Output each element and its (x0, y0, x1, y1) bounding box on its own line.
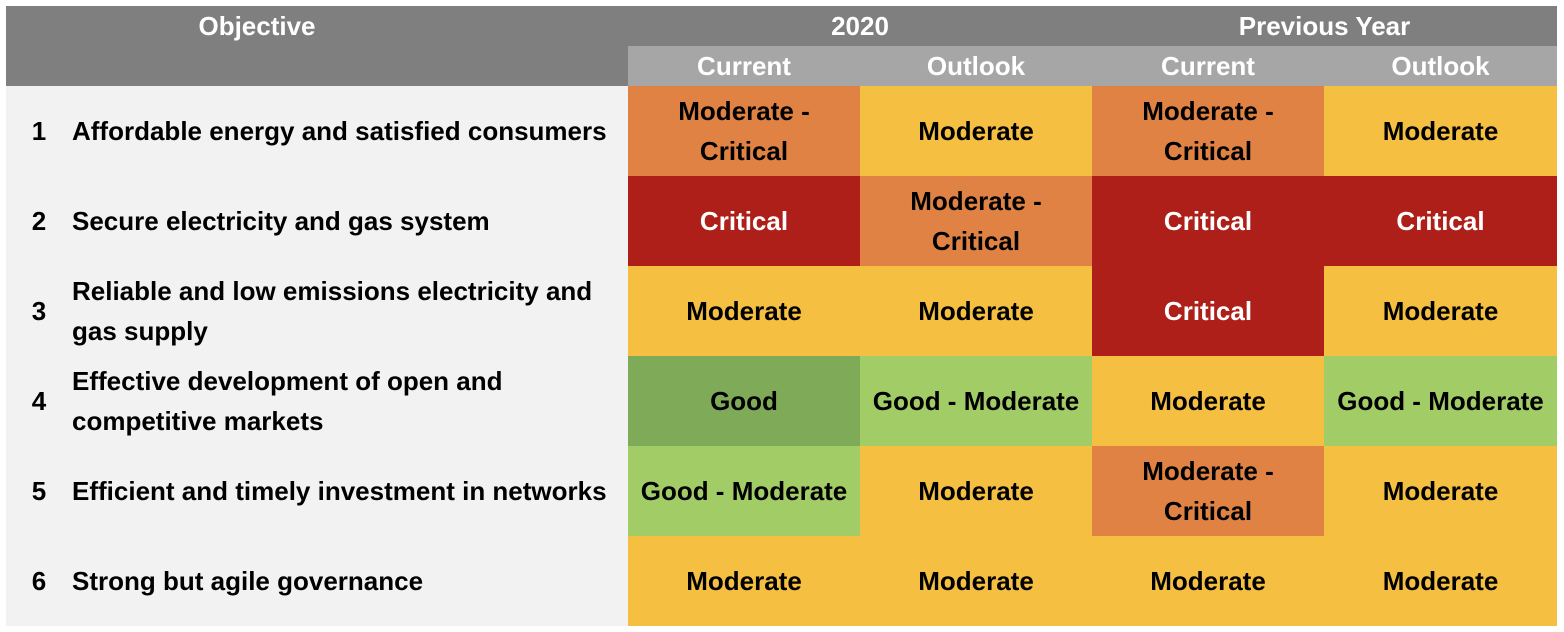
status-cell-2020-current: Good (628, 356, 860, 446)
status-cell-previous-outlook: Moderate (1324, 536, 1557, 626)
status-cell-previous-outlook: Moderate (1324, 86, 1557, 176)
table-row: 3 Reliable and low emissions electricity … (6, 266, 1557, 356)
status-cell-previous-outlook: Moderate (1324, 446, 1557, 536)
group-header-previous-year: Previous Year (1238, 10, 1411, 41)
group-header-2020: 2020 (831, 10, 889, 41)
subheader-2020-current: Current (628, 46, 860, 86)
objective-cell: 6 Strong but agile governance (6, 536, 628, 626)
objective-number: 2 (31, 205, 47, 236)
objective-header-spacer (6, 46, 628, 86)
objective-cell: 3 Reliable and low emissions electricity … (6, 266, 628, 356)
status-table: Objective 2020 Previous Year Current Out… (6, 6, 1557, 626)
status-cell-2020-current: Good - Moderate (628, 446, 860, 536)
status-cell-2020-current: Moderate - Critical (628, 86, 860, 176)
status-cell-previous-current: Moderate - Critical (1092, 86, 1324, 176)
status-cell-previous-current: Moderate - Critical (1092, 446, 1324, 536)
objective-text: Secure electricity and gas system (72, 206, 490, 236)
objective-text: Reliable and low emissions electricity a… (72, 276, 593, 346)
subheader-previous-current: Current (1092, 46, 1324, 86)
status-cell-2020-outlook: Moderate (860, 536, 1092, 626)
status-cell-2020-outlook: Moderate (860, 86, 1092, 176)
status-cell-2020-current: Moderate (628, 266, 860, 356)
objective-number: 3 (31, 295, 47, 326)
subheader-previous-outlook: Outlook (1324, 46, 1557, 86)
objective-text: Affordable energy and satisfied consumer… (72, 116, 607, 146)
status-cell-2020-outlook: Moderate (860, 446, 1092, 536)
objective-header: Objective (198, 10, 316, 41)
table-row: 1 Affordable energy and satisfied consume… (6, 86, 1557, 176)
status-cell-previous-outlook: Moderate (1324, 266, 1557, 356)
objective-cell: 4 Effective development of open and compe… (6, 356, 628, 446)
table-row: 4 Effective development of open and compe… (6, 356, 1557, 446)
header-row-subheaders: Current Outlook Current Outlook (6, 46, 1557, 86)
objective-number: 6 (31, 565, 47, 596)
status-cell-2020-outlook: Moderate - Critical (860, 176, 1092, 266)
objective-number: 5 (31, 475, 47, 506)
status-cell-previous-current: Critical (1092, 266, 1324, 356)
header-row-groups: Objective 2020 Previous Year (6, 6, 1557, 46)
objective-cell: 2 Secure electricity and gas system (6, 176, 628, 266)
status-cell-2020-current: Moderate (628, 536, 860, 626)
status-cell-2020-current: Critical (628, 176, 860, 266)
objective-text: Strong but agile governance (72, 566, 424, 596)
status-cell-previous-current: Moderate (1092, 536, 1324, 626)
objective-text: Efficient and timely investment in netwo… (72, 476, 607, 506)
table-row: 2 Secure electricity and gas system Critic… (6, 176, 1557, 266)
status-cell-previous-outlook: Good - Moderate (1324, 356, 1557, 446)
status-cell-2020-outlook: Moderate (860, 266, 1092, 356)
objective-cell: 5 Efficient and timely investment in netw… (6, 446, 628, 536)
objective-number: 1 (31, 115, 47, 146)
table-body: 1 Affordable energy and satisfied consume… (6, 86, 1557, 626)
status-cell-previous-outlook: Critical (1324, 176, 1557, 266)
status-cell-2020-outlook: Good - Moderate (860, 356, 1092, 446)
objective-cell: 1 Affordable energy and satisfied consume… (6, 86, 628, 176)
table-row: 6 Strong but agile governance Moderate Mode… (6, 536, 1557, 626)
objective-text: Effective development of open and compet… (72, 366, 503, 436)
status-cell-previous-current: Critical (1092, 176, 1324, 266)
subheader-2020-outlook: Outlook (860, 46, 1092, 86)
table-row: 5 Efficient and timely investment in netw… (6, 446, 1557, 536)
objective-number: 4 (31, 385, 47, 416)
status-cell-previous-current: Moderate (1092, 356, 1324, 446)
